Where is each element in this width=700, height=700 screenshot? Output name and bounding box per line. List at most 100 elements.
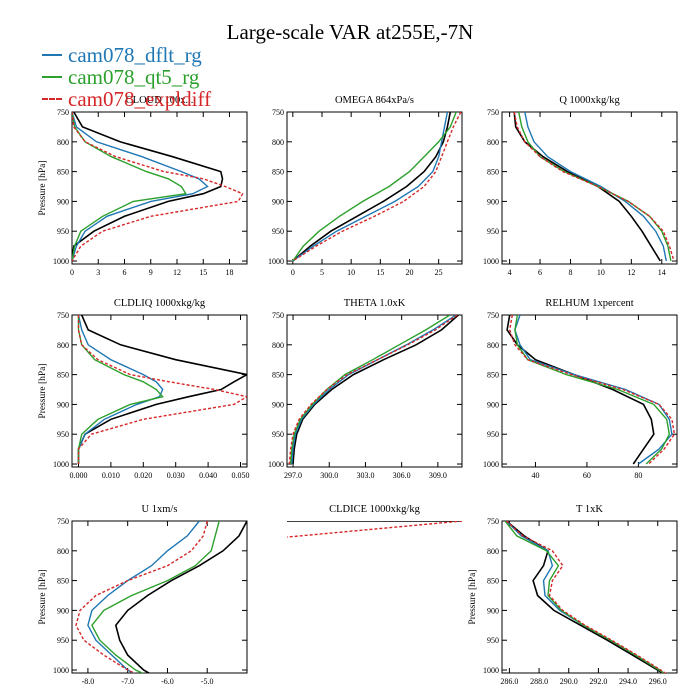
x-tick-label: 0.020 bbox=[134, 471, 152, 480]
y-tick-label: 750 bbox=[487, 311, 499, 320]
panel-frame bbox=[71, 520, 248, 674]
x-tick-label: 60 bbox=[583, 471, 591, 480]
series-line bbox=[287, 521, 462, 538]
legend-item: cam078_expldiff bbox=[40, 88, 211, 110]
y-tick-label: 950 bbox=[487, 430, 499, 439]
panel-title: CLDICE 1000xkg/kg bbox=[329, 504, 420, 515]
x-tick-label: 4 bbox=[508, 268, 512, 277]
x-tick-label: 8 bbox=[568, 268, 572, 277]
x-tick-label: 0.050 bbox=[232, 471, 250, 480]
y-tick-label: 750 bbox=[57, 311, 69, 320]
series-line bbox=[505, 521, 665, 673]
panel-title: THETA 1.0xK bbox=[344, 298, 406, 309]
x-tick-label: 294.0 bbox=[619, 677, 637, 686]
y-tick-label: 950 bbox=[57, 636, 69, 645]
y-tick-label: 850 bbox=[487, 168, 499, 177]
panel-frame bbox=[71, 314, 248, 468]
x-tick-label: -5.0 bbox=[201, 677, 214, 686]
panel-6: U 1xm/s 750 800 850 900 950 1000 -8.0 -7.0 -6.0 -5… bbox=[38, 504, 248, 686]
x-tick-label: 10 bbox=[347, 268, 355, 277]
y-tick-label: 900 bbox=[487, 400, 499, 409]
series-line bbox=[87, 521, 200, 673]
legend-label-0: cam078_dflt_rg bbox=[68, 43, 202, 67]
figure-title: Large-scale VAR at255E,-7N bbox=[226, 20, 474, 44]
x-tick-label: 80 bbox=[634, 471, 642, 480]
y-tick-label: 1000 bbox=[483, 460, 499, 469]
y-tick-label: 750 bbox=[57, 108, 69, 117]
series-line bbox=[514, 315, 671, 465]
x-tick-label: 0.040 bbox=[199, 471, 217, 480]
y-tick-label: 950 bbox=[57, 430, 69, 439]
y-tick-label: 750 bbox=[272, 311, 284, 320]
x-tick-label: 296.0 bbox=[649, 677, 667, 686]
x-tick-label: 14 bbox=[658, 268, 666, 277]
panel-title: Q 1000xkg/kg bbox=[559, 95, 620, 106]
panel-frame bbox=[71, 111, 248, 265]
legend-swatch-1 bbox=[42, 76, 62, 78]
y-tick-label: 900 bbox=[272, 400, 284, 409]
y-tick-label: 800 bbox=[57, 547, 69, 556]
y-tick-label: 750 bbox=[57, 517, 69, 526]
legend-swatch-2 bbox=[42, 98, 62, 100]
legend-item: cam078_qt5_rg bbox=[40, 66, 211, 88]
y-axis-label: Pressure [hPa] bbox=[38, 160, 48, 215]
x-tick-label: 9 bbox=[149, 268, 153, 277]
y-tick-label: 800 bbox=[487, 341, 499, 350]
series-line bbox=[505, 521, 667, 673]
y-tick-label: 950 bbox=[272, 227, 284, 236]
panel-title: OMEGA 864xPa/s bbox=[335, 95, 414, 106]
panel-title: T 1xK bbox=[576, 504, 603, 515]
x-tick-label: 303.0 bbox=[356, 471, 374, 480]
y-tick-label: 800 bbox=[272, 341, 284, 350]
y-tick-label: 1000 bbox=[53, 460, 69, 469]
y-tick-label: 900 bbox=[57, 606, 69, 615]
panel-title: CLOUD 100x... bbox=[126, 95, 194, 106]
y-tick-label: 800 bbox=[272, 138, 284, 147]
y-tick-label: 900 bbox=[272, 197, 284, 206]
legend-item: cam078_dflt_rg bbox=[40, 44, 211, 66]
legend-label-1: cam078_qt5_rg bbox=[68, 65, 200, 89]
panel-title: U 1xm/s bbox=[142, 504, 178, 515]
series-line bbox=[291, 315, 457, 465]
x-tick-label: 12 bbox=[173, 268, 181, 277]
y-axis-label: Pressure [hPa] bbox=[38, 363, 48, 418]
x-tick-label: -8.0 bbox=[82, 677, 95, 686]
x-tick-label: 0 bbox=[291, 268, 295, 277]
y-tick-label: 950 bbox=[487, 636, 499, 645]
y-tick-label: 850 bbox=[272, 168, 284, 177]
y-tick-label: 1000 bbox=[53, 257, 69, 266]
y-tick-label: 900 bbox=[487, 606, 499, 615]
y-tick-label: 750 bbox=[272, 108, 284, 117]
y-tick-label: 950 bbox=[272, 430, 284, 439]
panel-7: CLDICE 1000xkg/kg bbox=[287, 504, 462, 538]
y-tick-label: 800 bbox=[487, 138, 499, 147]
series-line bbox=[77, 315, 164, 464]
y-tick-label: 750 bbox=[487, 108, 499, 117]
series-line bbox=[72, 112, 209, 262]
y-tick-label: 950 bbox=[57, 227, 69, 236]
x-tick-label: 290.0 bbox=[560, 677, 578, 686]
series-line bbox=[72, 112, 224, 262]
x-tick-label: 18 bbox=[226, 268, 234, 277]
series-line bbox=[75, 521, 208, 673]
y-tick-label: 850 bbox=[487, 577, 499, 586]
y-tick-label: 850 bbox=[272, 371, 284, 380]
x-tick-label: 15 bbox=[199, 268, 207, 277]
series-line bbox=[513, 112, 675, 262]
series-line bbox=[505, 521, 665, 673]
x-tick-label: 5 bbox=[320, 268, 324, 277]
y-tick-label: 1000 bbox=[483, 666, 499, 675]
panel-frame bbox=[501, 111, 678, 265]
y-tick-label: 800 bbox=[487, 547, 499, 556]
y-tick-label: 850 bbox=[487, 371, 499, 380]
x-tick-label: -7.0 bbox=[121, 677, 134, 686]
series-line bbox=[91, 521, 220, 673]
y-tick-label: 800 bbox=[57, 138, 69, 147]
y-tick-label: 850 bbox=[57, 371, 69, 380]
x-tick-label: 15 bbox=[376, 268, 384, 277]
x-tick-label: 10 bbox=[597, 268, 605, 277]
series-line bbox=[292, 112, 462, 262]
